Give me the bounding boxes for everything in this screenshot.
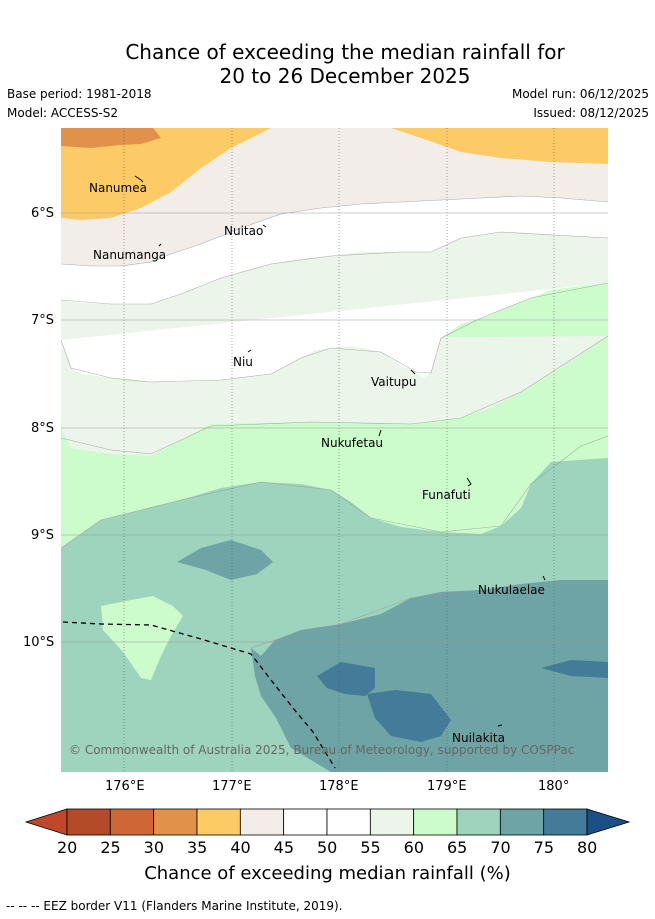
colorbar-segment-50-55 bbox=[326, 808, 371, 836]
eez-border bbox=[62, 621, 336, 769]
colorbar-tick-35: 35 bbox=[187, 838, 208, 857]
band-35-40-west bbox=[61, 128, 271, 220]
colorbar-tick-30: 30 bbox=[143, 838, 165, 857]
place-nukulaelae: Nukulaelae bbox=[478, 583, 545, 597]
place-niu: Niu bbox=[233, 355, 253, 369]
lon-label-180: 180° bbox=[538, 779, 570, 794]
lat-label-6s: 6°S bbox=[31, 206, 55, 221]
graticule bbox=[61, 128, 608, 772]
colorbar-segment-70-75 bbox=[499, 808, 545, 836]
band-60-65-patch bbox=[101, 596, 183, 680]
colorbar-segment-60-65 bbox=[413, 808, 458, 836]
colorbar-under-arrow bbox=[24, 808, 68, 836]
colorbar-segment-30-35 bbox=[153, 808, 198, 836]
colorbar-tick-65: 65 bbox=[447, 838, 468, 857]
lon-label-178e: 178°E bbox=[319, 779, 359, 794]
colorbar-segment-20-25 bbox=[66, 808, 111, 836]
place-nukufetau: Nukufetau bbox=[321, 436, 384, 450]
rainfall-map bbox=[61, 128, 608, 772]
title-line-2: 20 to 26 December 2025 bbox=[219, 64, 471, 88]
place-nuilakita: Nuilakita bbox=[452, 731, 505, 745]
model-run: Model run: 06/12/2025 bbox=[511, 87, 649, 101]
colorbar-tick-60: 60 bbox=[403, 838, 425, 857]
lon-label-177e: 177°E bbox=[212, 779, 252, 794]
lon-label-179e: 179°E bbox=[427, 779, 467, 794]
band-75-80-patch-2 bbox=[367, 690, 451, 742]
lat-label-9s: 9°S bbox=[31, 528, 55, 543]
lon-label-176e: 176°E bbox=[105, 779, 145, 794]
colorbar-tick-80: 80 bbox=[577, 838, 598, 857]
colorbar-segment-40-45 bbox=[239, 808, 285, 836]
colorbar bbox=[24, 808, 631, 836]
colorbar-segment-25-30 bbox=[109, 808, 155, 836]
colorbar-tick-20: 20 bbox=[57, 838, 78, 857]
contour-lines bbox=[61, 195, 608, 649]
place-nanumea: Nanumea bbox=[89, 181, 147, 195]
lat-label-7s: 7°S bbox=[31, 313, 55, 328]
colorbar-segment-75-80 bbox=[543, 808, 588, 836]
islands bbox=[134, 175, 546, 727]
issued-date: Issued: 08/12/2025 bbox=[533, 106, 649, 120]
title-line-1: Chance of exceeding the median rainfall … bbox=[125, 40, 565, 64]
map-title: Chance of exceeding the median rainfall … bbox=[0, 40, 655, 88]
colorbar-label: Chance of exceeding median rainfall (%) bbox=[144, 863, 511, 884]
colorbar-segment-35-40 bbox=[196, 808, 241, 836]
band-70-75-patch bbox=[177, 540, 273, 580]
lat-label-8s: 8°S bbox=[31, 421, 55, 436]
colorbar-tick-70: 70 bbox=[490, 838, 511, 857]
colorbar-segment-45-50 bbox=[283, 808, 328, 836]
lat-label-10s: 10°S bbox=[23, 635, 55, 650]
colorbar-over-arrow bbox=[586, 808, 631, 836]
eez-note: -- -- -- EEZ border V11 (Flanders Marine… bbox=[6, 899, 343, 913]
place-nuitao: Nuitao bbox=[224, 224, 264, 238]
band-70-75 bbox=[251, 580, 608, 772]
colorbar-tick-40: 40 bbox=[230, 838, 251, 857]
colorbar-tick-45: 45 bbox=[273, 838, 295, 857]
band-30-35 bbox=[61, 128, 161, 148]
band-45-50 bbox=[61, 196, 608, 304]
copyright-credit: © Commonwealth of Australia 2025, Bureau… bbox=[69, 743, 575, 757]
base-period: Base period: 1981-2018 bbox=[7, 87, 152, 101]
place-vaitupu: Vaitupu bbox=[371, 375, 417, 389]
place-funafuti: Funafuti bbox=[422, 488, 471, 502]
colorbar-tick-25: 25 bbox=[100, 838, 121, 857]
band-75-80-patch-3 bbox=[541, 660, 608, 678]
colorbar-segment-55-60 bbox=[369, 808, 415, 836]
colorbar-tick-55: 55 bbox=[360, 838, 381, 857]
place-nanumanga: Nanumanga bbox=[93, 248, 167, 262]
colorbar-tick-50: 50 bbox=[317, 838, 338, 857]
colorbar-segment-65-70 bbox=[456, 808, 501, 836]
model-name: Model: ACCESS-S2 bbox=[7, 106, 119, 120]
band-75-80-patch-1 bbox=[317, 662, 375, 696]
colorbar-tick-75: 75 bbox=[533, 838, 555, 857]
